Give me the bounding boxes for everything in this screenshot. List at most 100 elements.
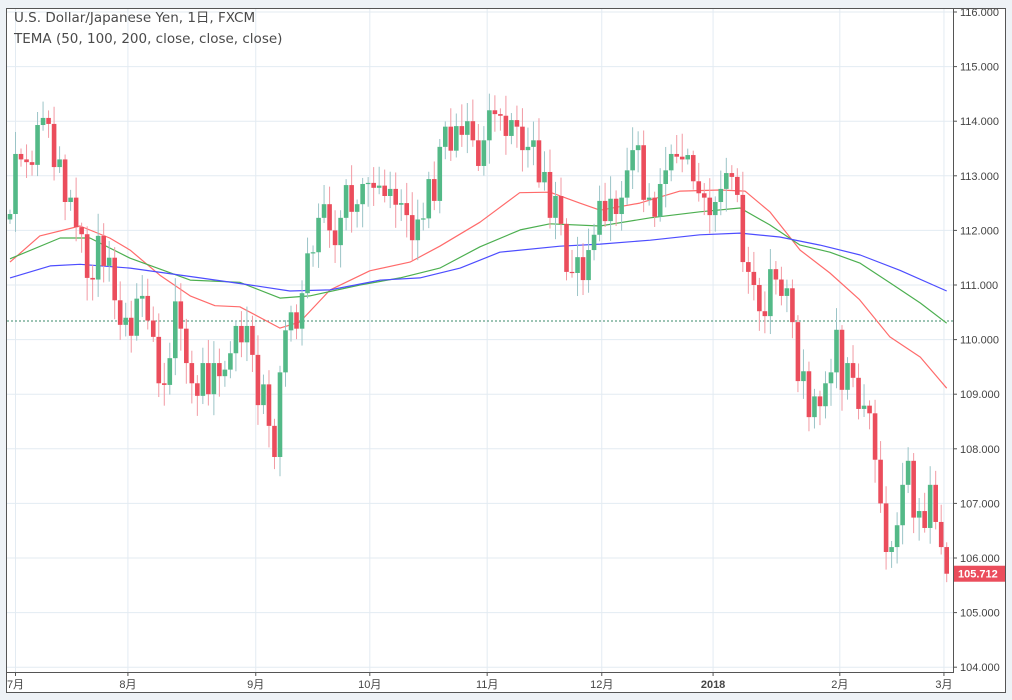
candle-body	[707, 197, 713, 216]
candle-down	[878, 441, 883, 513]
candle-body	[409, 215, 415, 241]
candle-down	[431, 161, 437, 211]
candle-down	[779, 266, 784, 306]
candle-body	[668, 153, 674, 171]
candle-body	[387, 188, 393, 197]
chart-legend: U.S. Dollar/Japanese Yen, 1日, FXCM TEMA …	[14, 8, 282, 50]
candle-down	[652, 191, 657, 227]
candle-down	[762, 291, 768, 334]
candle-up	[663, 146, 668, 208]
candle-body	[586, 250, 591, 281]
candle-down	[24, 144, 29, 178]
candle-body	[470, 121, 476, 141]
candle-body	[112, 257, 117, 301]
candle-up	[553, 181, 558, 240]
candle-body	[663, 170, 668, 184]
candle-up	[509, 113, 514, 145]
price-axis[interactable]: 104.000 105.000 106.000 107.000 108.000 109.0…	[953, 7, 1000, 674]
candle-up	[398, 189, 404, 221]
indicator-label[interactable]: TEMA (50, 100, 200, close, close, close)	[14, 31, 283, 47]
candle-body	[18, 153, 24, 160]
candle-up	[13, 131, 18, 232]
time-tick-label: 11月	[476, 679, 498, 691]
candle-up	[222, 360, 228, 387]
candle-body	[343, 185, 349, 218]
price-tick-label: 111.000	[960, 280, 998, 292]
candle-body	[905, 460, 911, 485]
symbol-title[interactable]: U.S. Dollar/Japanese Yen, 1日, FXCM	[14, 10, 256, 26]
candle-body	[724, 173, 729, 189]
time-tick-label: 2月	[831, 679, 848, 691]
candle-body	[635, 145, 641, 151]
price-axis-area[interactable]	[953, 8, 1005, 672]
candle-up	[768, 249, 773, 335]
candle-body	[690, 155, 696, 182]
candle-down	[790, 279, 795, 339]
last-price-tag-bg	[954, 565, 1005, 582]
candle-down	[498, 108, 503, 131]
tema-50-line	[9, 189, 948, 389]
candle-body	[867, 405, 872, 414]
candle-down	[872, 399, 878, 483]
candle-body	[184, 328, 189, 364]
candle-up	[7, 209, 13, 224]
candle-body	[310, 252, 316, 254]
time-tick-label: 8月	[119, 679, 136, 691]
candle-body	[465, 121, 470, 135]
candle-body	[123, 317, 129, 325]
candle-body	[283, 330, 288, 373]
price-tick-label: 105.000	[960, 608, 1000, 620]
candle-body	[294, 312, 299, 329]
candle-down	[883, 486, 889, 570]
candle-up	[608, 176, 613, 241]
candle-down	[564, 218, 569, 281]
candle-body	[349, 185, 354, 212]
price-tick-label: 106.000	[960, 553, 1000, 565]
candle-down	[184, 318, 189, 384]
candle-down	[459, 104, 465, 147]
candle-down	[520, 108, 525, 172]
tema-200-line	[9, 232, 947, 292]
candle-body	[685, 155, 691, 160]
candle-body	[828, 372, 834, 384]
candle-body	[338, 217, 343, 246]
candle-body	[73, 197, 79, 228]
candle-up	[834, 308, 839, 389]
candle-up	[812, 388, 817, 429]
candle-body	[746, 262, 751, 272]
candle-up	[916, 498, 922, 541]
candle-up	[646, 183, 652, 206]
candle-down	[911, 453, 916, 534]
candle-up	[261, 374, 266, 414]
candle-up	[685, 148, 691, 165]
candle-down	[690, 150, 696, 190]
candle-down	[476, 124, 481, 172]
candle-down	[327, 186, 332, 248]
candle-down	[90, 265, 95, 301]
candle-body	[823, 383, 828, 407]
candle-body	[228, 353, 233, 370]
candle-up	[316, 203, 321, 268]
price-tick-label: 116.000	[960, 7, 999, 19]
time-axis[interactable]: 7月 8月 9月 10月 11月 12月 2018 2月 3月	[7, 672, 953, 691]
candle-up	[354, 199, 360, 228]
candle-body	[299, 293, 305, 329]
candle-up	[591, 223, 597, 261]
candle-body	[95, 235, 101, 280]
candle-down	[773, 261, 779, 295]
candle-up	[823, 371, 828, 419]
candle-body	[751, 271, 757, 285]
candle-body	[757, 285, 762, 312]
candle-up	[712, 196, 718, 232]
candle-up	[828, 358, 834, 406]
candle-up	[487, 93, 492, 164]
candle-body	[277, 372, 283, 457]
last-price-tag: 105.712	[954, 565, 1005, 582]
candle-body	[327, 204, 332, 231]
candle-body	[250, 325, 255, 355]
time-axis-area[interactable]	[7, 672, 1005, 692]
candle-down	[371, 167, 376, 206]
candle-body	[773, 269, 779, 280]
candle-down	[332, 210, 338, 263]
